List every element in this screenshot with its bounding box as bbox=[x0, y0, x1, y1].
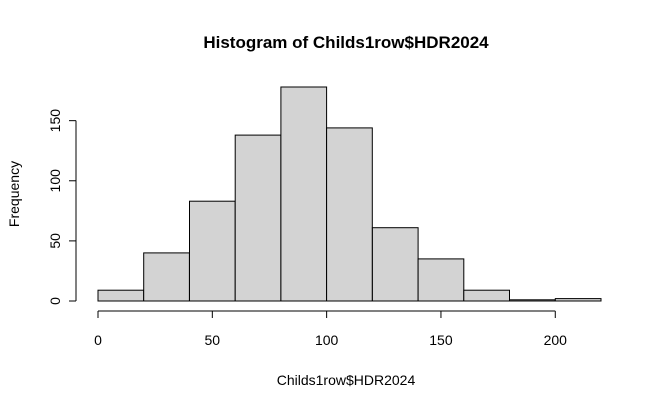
y-tick-label: 150 bbox=[47, 109, 63, 133]
histogram-bar bbox=[371, 227, 419, 302]
histogram-bar bbox=[280, 86, 328, 302]
histogram-bar bbox=[509, 299, 556, 302]
histogram-bars bbox=[97, 86, 602, 302]
x-tick-label: 0 bbox=[94, 332, 102, 348]
histogram-bar bbox=[417, 258, 465, 302]
y-axis-label: Frequency bbox=[6, 161, 22, 227]
x-axis-ticks: 0 50 100 150 200 bbox=[94, 311, 567, 348]
histogram-bar bbox=[143, 252, 190, 302]
x-axis: 0 50 100 150 200 bbox=[94, 310, 567, 348]
y-axis: 0 50 100 150 bbox=[47, 109, 77, 305]
y-tick-label: 50 bbox=[47, 233, 63, 249]
chart-title: Histogram of Childs1row$HDR2024 bbox=[203, 33, 489, 52]
histogram-bar bbox=[554, 298, 602, 302]
histogram-bar bbox=[326, 127, 373, 302]
x-tick-label: 100 bbox=[315, 332, 339, 348]
histogram-bar bbox=[463, 289, 510, 302]
x-tick-label: 200 bbox=[544, 332, 568, 348]
x-tick-label: 150 bbox=[429, 332, 453, 348]
y-axis-ticks: 0 50 100 150 bbox=[47, 109, 76, 305]
x-axis-label: Childs1row$HDR2024 bbox=[277, 372, 416, 388]
histogram-bar bbox=[97, 289, 145, 302]
histogram-bar bbox=[234, 134, 282, 302]
x-tick-label: 50 bbox=[205, 332, 221, 348]
histogram-bar bbox=[189, 200, 236, 302]
y-tick-label: 0 bbox=[47, 297, 63, 305]
y-tick-label: 100 bbox=[47, 169, 63, 193]
